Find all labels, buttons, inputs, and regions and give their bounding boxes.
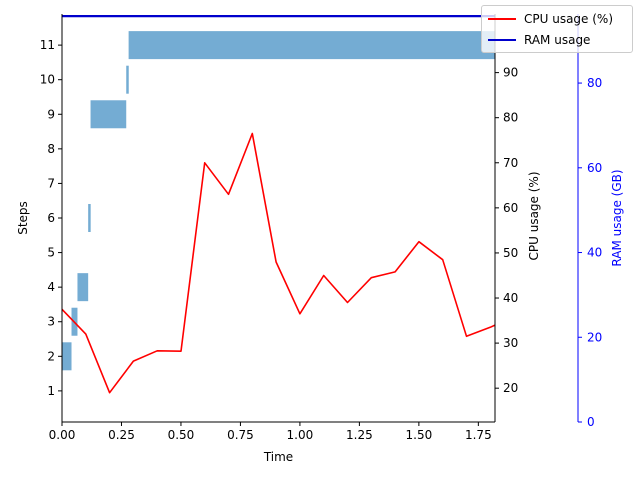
x-tick-label: 0.00 xyxy=(49,428,76,442)
steps-tick-label: 6 xyxy=(47,211,55,225)
legend-item-ram: RAM usage xyxy=(488,31,590,49)
legend-label-ram: RAM usage xyxy=(524,33,591,47)
ram-tick-label: 0 xyxy=(587,415,595,429)
step-bar-11 xyxy=(128,31,495,60)
ram-tick-label: 80 xyxy=(587,76,602,90)
legend-label-cpu: CPU usage (%) xyxy=(524,12,614,26)
x-tick-label: 0.75 xyxy=(227,428,254,442)
cpu-tick-label: 80 xyxy=(503,111,518,125)
cpu-tick-label: 40 xyxy=(503,291,518,305)
step-bar-4 xyxy=(77,273,89,302)
step-bar-6 xyxy=(88,204,91,232)
cpu-tick-label: 20 xyxy=(503,381,518,395)
cpu-tick-label: 60 xyxy=(503,201,518,215)
steps-tick-label: 2 xyxy=(47,349,55,363)
steps-axis-label: Steps xyxy=(16,201,30,235)
legend-swatch-cpu xyxy=(488,18,516,20)
steps-tick-label: 8 xyxy=(47,142,55,156)
x-tick-label: 0.25 xyxy=(108,428,135,442)
steps-tick-label: 3 xyxy=(47,315,55,329)
step-bar-10 xyxy=(126,65,129,94)
steps-tick-label: 11 xyxy=(40,38,55,52)
legend-swatch-ram xyxy=(488,39,516,41)
legend: CPU usage (%) RAM usage xyxy=(481,5,633,53)
steps-tick-label: 7 xyxy=(47,176,55,190)
step-bar-9 xyxy=(90,100,127,129)
cpu-tick-label: 70 xyxy=(503,156,518,170)
cpu-tick-label: 50 xyxy=(503,246,518,260)
cpu-usage-line xyxy=(61,132,496,394)
x-tick-label: 1.75 xyxy=(465,428,492,442)
steps-tick-label: 1 xyxy=(47,384,55,398)
cpu-tick-label: 90 xyxy=(503,66,518,80)
steps-tick-label: 4 xyxy=(47,280,55,294)
legend-item-cpu: CPU usage (%) xyxy=(488,10,613,28)
ram-tick-label: 40 xyxy=(587,246,602,260)
ram-tick-label: 20 xyxy=(587,330,602,344)
step-bar-2 xyxy=(62,342,72,371)
cpu-axis-label: CPU usage (%) xyxy=(527,171,541,260)
x-tick-label: 1.00 xyxy=(287,428,314,442)
ram-tick-label: 60 xyxy=(587,161,602,175)
steps-tick-label: 9 xyxy=(47,107,55,121)
ram-axis-label: RAM usage (GB) xyxy=(610,169,624,266)
x-axis-label: Time xyxy=(263,450,293,464)
steps-tick-label: 5 xyxy=(47,246,55,260)
steps-tick-label: 10 xyxy=(40,73,55,87)
cpu-tick-label: 30 xyxy=(503,336,518,350)
x-tick-label: 0.50 xyxy=(168,428,195,442)
x-tick-label: 1.25 xyxy=(346,428,373,442)
x-tick-label: 1.50 xyxy=(406,428,433,442)
